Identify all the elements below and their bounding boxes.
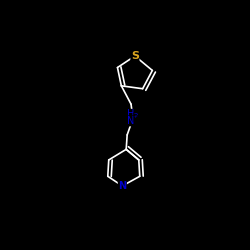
Text: ⁺: ⁺	[134, 116, 138, 122]
Text: H: H	[127, 109, 135, 119]
Text: 2: 2	[134, 113, 138, 119]
Text: N: N	[118, 181, 126, 191]
Text: N: N	[127, 116, 135, 126]
Text: S: S	[131, 51, 139, 61]
